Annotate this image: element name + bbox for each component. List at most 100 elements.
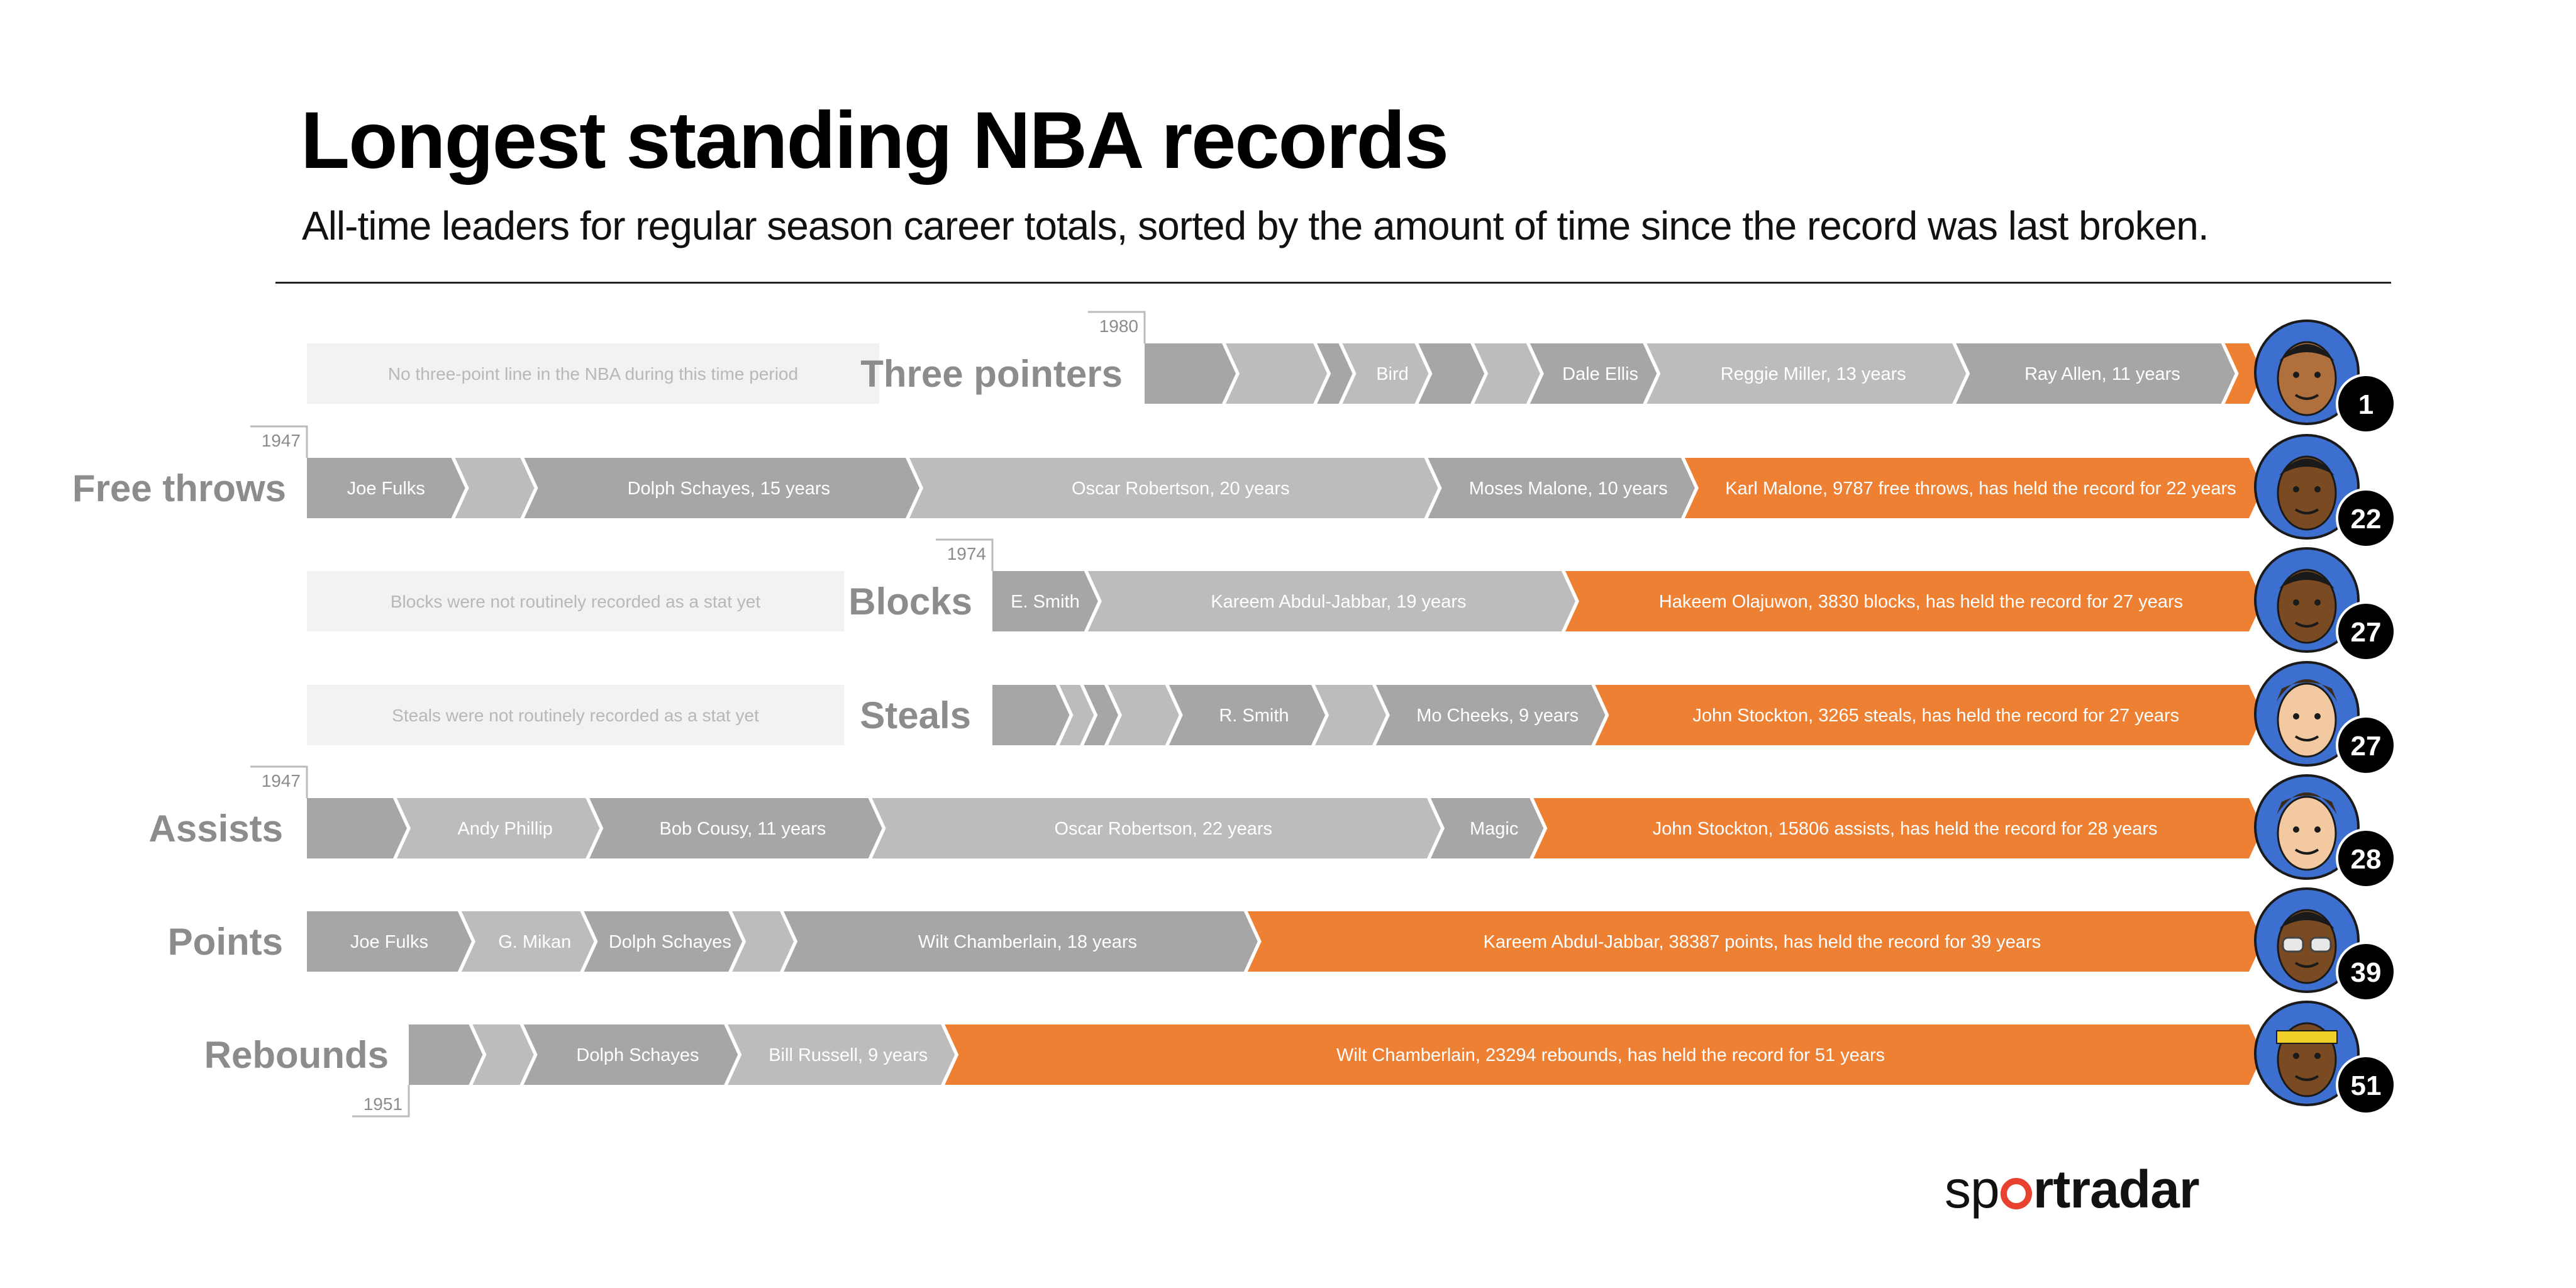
record-segment [732,911,794,972]
note-label: No three-point line in the NBA during th… [388,364,798,384]
segment-label: Karl Malone, 9787 free throws, has held … [1725,479,2236,499]
segment-label: Dolph Schayes, 15 years [628,479,830,499]
record-segment [1169,685,1326,745]
current-record-segment [1565,571,2263,631]
current-record-segment [1533,798,2263,858]
row-free-throws: Free throws 1947 Joe Fulks Dolph Schayes, 1… [72,425,2396,548]
years-held-value: 39 [2351,957,2382,988]
record-segment [589,798,882,858]
record-segment [1342,343,1429,404]
record-segment [409,1024,483,1085]
segment-label: Wilt Chamberlain, 18 years [918,932,1137,952]
note-label: Steals were not routinely recorded as a … [392,706,759,725]
row-label: Rebounds [204,1034,389,1076]
current-record-segment [1247,911,2263,972]
record-segment [461,911,594,972]
year-tick [936,538,994,571]
note-box [307,343,879,404]
segment-label: Mo Cheeks, 9 years [1416,706,1579,726]
chart-title: Longest standing NBA records [301,96,1449,186]
years-held-badge: 28 [2336,828,2396,889]
segment-label: Andy Phillip [457,819,553,839]
segment-label: Joe Fulks [350,932,428,952]
segment-label: Moses Malone, 10 years [1469,479,1668,499]
current-record-segment [2224,343,2263,404]
player-portrait-ray-allen [2254,319,2360,425]
segment-label: Kareem Abdul-Jabbar, 19 years [1211,592,1466,612]
record-segment [523,1024,738,1085]
year-tick [352,1085,410,1118]
current-record-segment [1595,685,2263,745]
segment-label: E. Smith [1011,592,1080,612]
sportradar-logo: sp rt radar [1945,1159,2200,1219]
segment-label: Reggie Miller, 13 years [1721,364,1906,384]
year-tick [1088,311,1146,343]
start-year-label: 1947 [262,771,301,791]
row-label: Three pointers [860,353,1123,395]
segment-label: John Stockton, 3265 steals, has held the… [1692,706,2179,726]
segment-label: Dolph Schayes [609,932,731,952]
logo-part-3: radar [2070,1159,2199,1219]
record-segment [396,798,600,858]
records-chart: No three-point line in the NBA during th… [72,311,2396,1118]
record-segment [1646,343,1967,404]
record-segment [1315,685,1386,745]
segment-label: Oscar Robertson, 20 years [1072,479,1290,499]
record-segment [1317,343,1353,404]
row-blocks: Blocks were not routinely recorded as a … [307,538,2396,662]
current-record-segment [1684,458,2263,518]
years-held-value: 27 [2351,731,2382,762]
years-held-badge: 1 [2336,374,2396,434]
years-held-value: 1 [2358,389,2373,420]
record-segment [872,798,1441,858]
record-segment [1430,798,1544,858]
logo-part-2: rt [2033,1159,2071,1219]
row-label: Blocks [848,580,972,623]
record-segment [1428,458,1695,518]
note-box [307,685,844,745]
player-portrait-hakeem-olajuwon [2254,547,2360,653]
row-label: Steals [860,694,971,736]
segment-label: Bird [1376,364,1409,384]
segment-label: Wilt Chamberlain, 23294 rebounds, has he… [1336,1045,1885,1065]
segment-label: Dale Ellis [1562,364,1638,384]
segment-label: Dolph Schayes [576,1045,699,1065]
start-year-label: 1980 [1099,316,1138,336]
player-portrait-john-stockton [2254,774,2360,880]
row-assists: Assists 1947 Andy Phillip Bob Cousy, 11 yea… [149,765,2396,889]
year-tick [250,765,308,798]
years-held-value: 51 [2351,1070,2382,1101]
segment-label: John Stockton, 15806 assists, has held t… [1653,819,2158,839]
logo-part-1: sp [1945,1159,2000,1219]
segment-label: Ray Allen, 11 years [2024,364,2180,384]
row-rebounds: Rebounds 1951 Dolph Schayes Bill Russell, 9… [204,1001,2396,1118]
header-divider [275,282,2391,284]
years-held-value: 27 [2351,617,2382,648]
record-segment [909,458,1438,518]
record-segment [584,911,743,972]
year-tick [250,425,308,458]
segment-label: Oscar Robertson, 22 years [1055,819,1273,839]
record-segment [1474,343,1540,404]
chart-subtitle: All-time leaders for regular season care… [302,203,2209,248]
record-segment [1418,343,1485,404]
record-segment [728,1024,955,1085]
years-held-badge: 27 [2336,715,2396,775]
row-three-pointers: No three-point line in the NBA during th… [307,311,2396,434]
segment-label: G. Mikan [498,932,571,952]
record-segment [1108,685,1179,745]
record-segment [1226,343,1328,404]
player-portrait-karl-malone [2254,434,2360,540]
record-segment [455,458,535,518]
years-held-badge: 39 [2336,941,2396,1002]
segment-label: Magic [1470,819,1518,839]
record-segment [307,798,407,858]
record-segment [1087,571,1575,631]
row-label: Assists [149,808,283,850]
record-segment [992,685,1070,745]
row-label: Points [168,921,283,963]
record-segment [1059,685,1094,745]
player-portrait-wilt-chamberlain [2254,1001,2360,1106]
player-portrait-john-stockton [2254,661,2360,767]
years-held-value: 22 [2351,504,2382,535]
